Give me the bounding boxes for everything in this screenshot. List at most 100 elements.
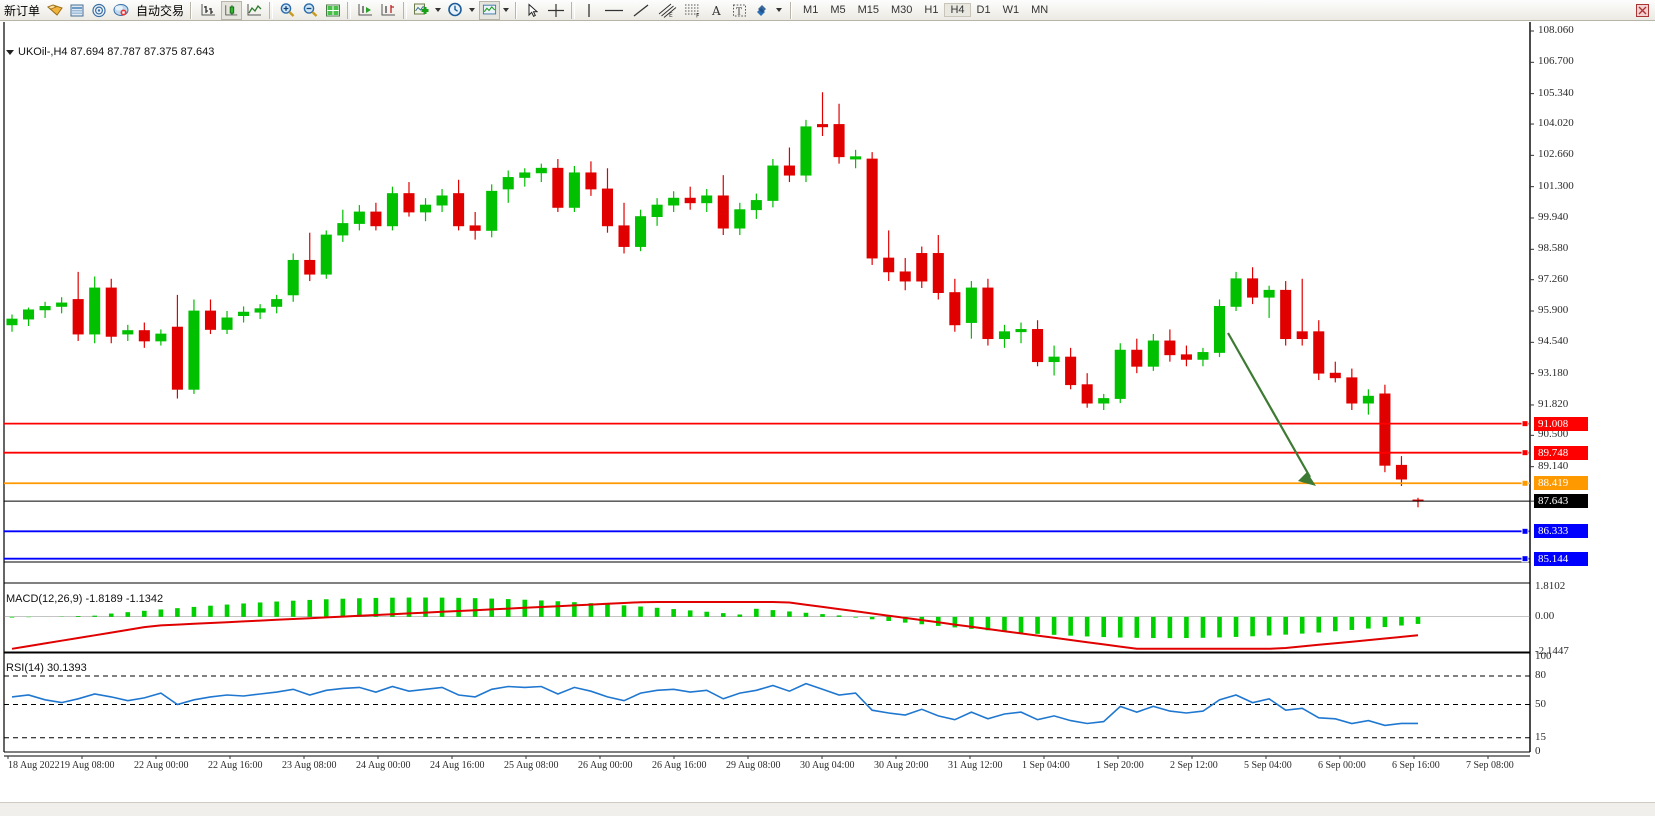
price-tag-support[interactable]: 85.144 xyxy=(1534,551,1588,566)
price-tick-8: 97.260 xyxy=(1538,272,1569,285)
svg-text:F: F xyxy=(696,13,700,19)
rsi-tick-3: 15 xyxy=(1535,730,1546,743)
symbol-ohlc-text: UKOil-,H4 87.694 87.787 87.375 87.643 xyxy=(18,46,215,58)
price-tag-support[interactable]: 86.333 xyxy=(1534,524,1588,539)
macd-tick-1: 0.00 xyxy=(1535,609,1555,622)
time-tick-8: 26 Aug 00:00 xyxy=(578,760,633,771)
rsi-tick-0: 100 xyxy=(1535,650,1552,662)
time-tick-12: 30 Aug 20:00 xyxy=(874,760,929,771)
price-tag-resistance[interactable]: 91.008 xyxy=(1534,416,1588,431)
time-tick-7: 25 Aug 08:00 xyxy=(504,760,559,771)
equidistant-channel-icon[interactable]: E xyxy=(655,1,679,20)
time-tick-1: 19 Aug 08:00 xyxy=(60,760,115,771)
time-tick-3: 22 Aug 16:00 xyxy=(208,760,263,771)
time-tick-2: 22 Aug 00:00 xyxy=(134,760,189,771)
zoom-in-icon[interactable] xyxy=(277,1,298,20)
price-tick-11: 93.180 xyxy=(1538,366,1569,379)
timeframe-d1[interactable]: D1 xyxy=(976,4,991,16)
price-tick-0: 108.060 xyxy=(1538,24,1574,36)
time-tick-13: 31 Aug 12:00 xyxy=(948,760,1003,771)
rsi-tick-1: 80 xyxy=(1535,669,1546,681)
chart-shift-icon[interactable] xyxy=(378,1,399,20)
time-tick-20: 7 Sep 08:00 xyxy=(1466,760,1514,771)
trendline-icon[interactable] xyxy=(629,1,653,20)
chart-symbol-header: UKOil-,H4 87.694 87.787 87.375 87.643 xyxy=(6,46,214,58)
time-tick-11: 30 Aug 04:00 xyxy=(800,760,855,771)
folder-icon[interactable] xyxy=(45,1,65,20)
chart-area[interactable]: UKOil-,H4 87.694 87.787 87.375 87.643 MA… xyxy=(0,21,1655,816)
time-tick-0: 18 Aug 2022 xyxy=(8,760,60,771)
auto-scroll-icon[interactable] xyxy=(355,1,376,20)
time-tick-15: 1 Sep 20:00 xyxy=(1096,760,1144,771)
price-tick-9: 95.900 xyxy=(1538,304,1569,316)
price-tag-last-price[interactable]: 87.643 xyxy=(1534,494,1588,509)
price-tick-1: 106.700 xyxy=(1538,55,1574,68)
svg-text:T: T xyxy=(736,7,742,17)
timeframe-w1[interactable]: W1 xyxy=(1002,4,1020,16)
text-icon[interactable]: A xyxy=(707,1,727,20)
toolbar-separator-4 xyxy=(571,1,576,19)
time-tick-19: 6 Sep 16:00 xyxy=(1392,760,1440,771)
macd-indicator-label: MACD(12,26,9) -1.8189 -1.1342 xyxy=(6,593,164,605)
toolbar-separator-2 xyxy=(347,1,352,19)
main-toolbar: 新订单 自动交易 xyxy=(0,0,1655,21)
period-icon[interactable] xyxy=(445,1,466,20)
fibonacci-icon[interactable]: F xyxy=(681,1,705,20)
close-chart-button[interactable] xyxy=(1633,1,1652,20)
auto-trading-button[interactable]: 自动交易 xyxy=(136,3,185,18)
period-dropdown-caret[interactable] xyxy=(469,8,476,12)
cursor-icon[interactable] xyxy=(523,1,543,20)
chart-menu-caret-icon[interactable] xyxy=(6,49,14,55)
zoom-out-icon[interactable] xyxy=(300,1,321,20)
crosshair-icon[interactable] xyxy=(545,1,567,20)
toolbar-grip-3[interactable] xyxy=(790,1,796,19)
time-tick-4: 23 Aug 08:00 xyxy=(282,760,337,771)
time-tick-10: 29 Aug 08:00 xyxy=(726,760,781,771)
price-tick-4: 102.660 xyxy=(1538,148,1574,161)
signals-icon[interactable] xyxy=(89,1,109,20)
timeframe-m1[interactable]: M1 xyxy=(803,4,819,16)
rsi-tick-2: 50 xyxy=(1535,697,1546,710)
text-label-icon[interactable]: T xyxy=(729,1,750,20)
timeframe-h1[interactable]: H1 xyxy=(924,4,939,16)
toolbar-grip-2[interactable] xyxy=(515,1,521,19)
timeframe-m5[interactable]: M5 xyxy=(830,4,846,16)
line-chart-icon[interactable] xyxy=(244,1,265,20)
candlestick-chart-icon[interactable] xyxy=(221,0,243,20)
market-icon[interactable] xyxy=(111,1,131,20)
shapes-dropdown-caret[interactable] xyxy=(776,8,783,12)
svg-text:A: A xyxy=(711,4,721,18)
toolbar-grip[interactable] xyxy=(190,1,196,19)
time-tick-9: 26 Aug 16:00 xyxy=(652,760,707,771)
price-tag-pivot[interactable]: 88.419 xyxy=(1534,476,1588,491)
time-tick-6: 24 Aug 16:00 xyxy=(430,760,485,771)
bar-chart-icon[interactable] xyxy=(198,1,219,20)
horizontal-scrollbar[interactable] xyxy=(0,802,1655,816)
macd-tick-0: 1.8102 xyxy=(1535,580,1566,592)
price-tick-2: 105.340 xyxy=(1538,86,1574,99)
templates-icon[interactable] xyxy=(479,0,501,20)
shapes-icon[interactable] xyxy=(752,1,773,20)
price-tick-12: 91.820 xyxy=(1538,397,1569,410)
indicators-icon[interactable] xyxy=(411,1,432,20)
price-tick-3: 104.020 xyxy=(1538,117,1574,130)
price-tag-resistance[interactable]: 89.748 xyxy=(1534,445,1588,460)
templates-dropdown-caret[interactable] xyxy=(503,8,510,12)
toolbar-separator xyxy=(269,1,274,19)
new-order-button[interactable]: 新订单 xyxy=(4,3,41,18)
horizontal-line-icon[interactable] xyxy=(601,1,627,20)
chart-plot xyxy=(3,22,1534,759)
vertical-line-icon[interactable] xyxy=(579,1,599,20)
price-tick-10: 94.540 xyxy=(1538,335,1569,348)
timeframe-m30[interactable]: M30 xyxy=(891,4,913,16)
time-tick-16: 2 Sep 12:00 xyxy=(1170,760,1218,771)
timeframe-m15[interactable]: M15 xyxy=(857,4,879,16)
time-tick-14: 1 Sep 04:00 xyxy=(1022,760,1070,771)
data-window-icon[interactable] xyxy=(67,1,87,20)
indicators-dropdown-caret[interactable] xyxy=(435,8,442,12)
price-tick-14: 89.140 xyxy=(1538,459,1569,472)
tile-windows-icon[interactable] xyxy=(323,1,343,20)
timeframe-h4[interactable]: H4 xyxy=(944,3,971,17)
rsi-tick-4: 0 xyxy=(1535,745,1541,757)
timeframe-mn[interactable]: MN xyxy=(1031,4,1049,16)
